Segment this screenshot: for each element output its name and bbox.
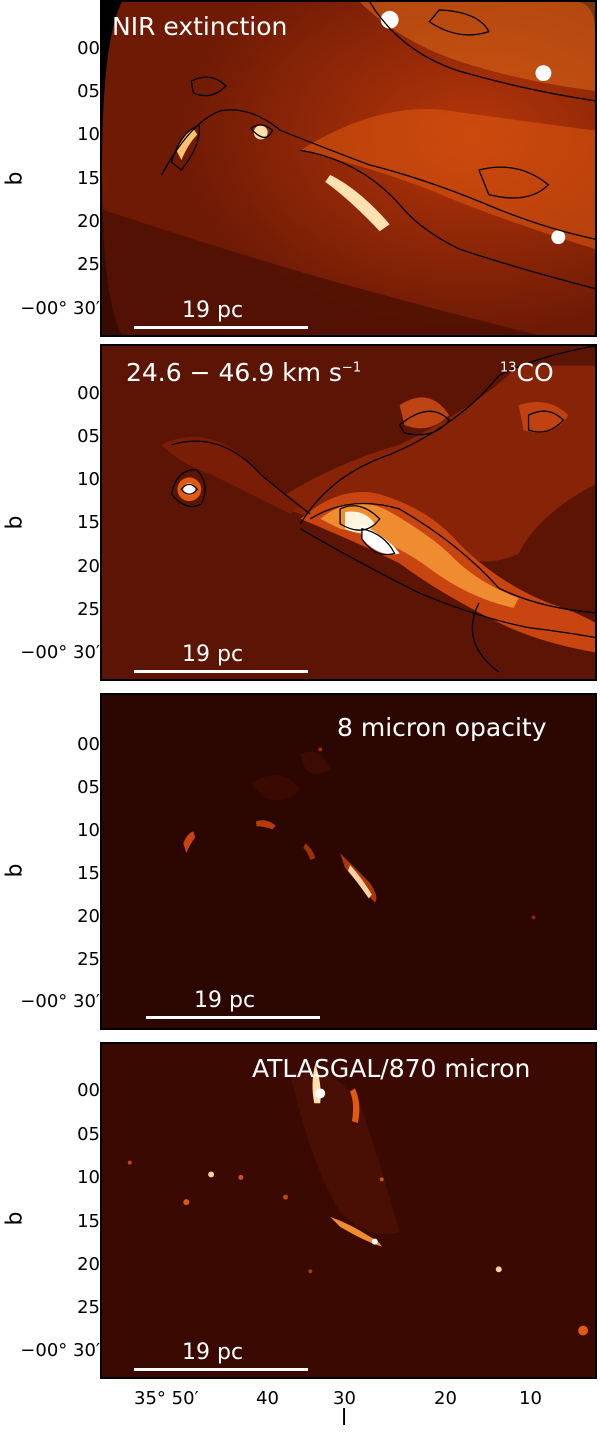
scale-label: 19 pc	[182, 1340, 244, 1365]
nir-extinction-map	[102, 2, 595, 335]
y-tick: 05	[77, 777, 100, 798]
13co-map	[102, 346, 595, 679]
y-tick: 10	[77, 469, 100, 490]
panel-atlasgal: ATLASGAL/870 micron 19 pc	[100, 1042, 597, 1379]
x-tick: 20	[434, 1388, 457, 1409]
scale-bar	[146, 1016, 320, 1019]
y-tick: 10	[77, 1167, 100, 1188]
y-tick: 25	[77, 1297, 100, 1318]
panel-title-velocity: 24.6 − 46.9 km s−1	[126, 358, 361, 387]
y-tick: 00	[77, 38, 100, 59]
y-tick: 15	[77, 512, 100, 533]
y-axis-label: b	[2, 1211, 28, 1226]
panel-13co: 24.6 − 46.9 km s−1 13CO 19 pc	[100, 344, 597, 681]
panel-title: ATLASGAL/870 micron	[252, 1054, 531, 1083]
y-tick: −00° 30′	[20, 991, 100, 1012]
y-tick: 15	[77, 1211, 100, 1232]
y-tick: 10	[77, 820, 100, 841]
y-axis-label: b	[2, 171, 28, 186]
scale-bar	[134, 326, 308, 329]
y-tick: −00° 30′	[20, 642, 100, 663]
y-tick: 15	[77, 863, 100, 884]
velocity-range: 24.6 − 46.9 km s	[126, 358, 342, 387]
y-tick: 05	[77, 426, 100, 447]
velocity-unit-exponent: −1	[341, 360, 362, 376]
scale-label: 19 pc	[182, 298, 244, 323]
x-tick: 10	[519, 1388, 542, 1409]
panel-title-molecule: 13CO	[500, 358, 554, 387]
molecule-name: CO	[516, 358, 554, 387]
8-micron-map	[102, 695, 595, 1028]
panel-title: NIR extinction	[112, 12, 288, 41]
scale-label: 19 pc	[194, 988, 256, 1013]
y-tick: 00	[77, 383, 100, 404]
y-tick: 05	[77, 1124, 100, 1145]
y-axis-label: b	[2, 515, 28, 530]
y-tick: 20	[77, 556, 100, 577]
isotope-mass: 13	[500, 360, 517, 376]
panel-8-micron: 8 micron opacity 19 pc	[100, 693, 597, 1030]
x-tick: 30	[333, 1388, 356, 1409]
y-axis-label: b	[2, 863, 28, 878]
panel-title: 8 micron opacity	[337, 713, 547, 742]
y-tick: 20	[77, 211, 100, 232]
y-tick: 20	[77, 1254, 100, 1275]
y-tick: 00	[77, 734, 100, 755]
y-tick: 25	[77, 599, 100, 620]
panel-nir-extinction: NIR extinction 19 pc	[100, 0, 597, 337]
y-tick: 05	[77, 81, 100, 102]
x-tick: 35° 50′	[134, 1388, 199, 1409]
y-tick: 25	[77, 254, 100, 275]
atlasgal-map	[102, 1044, 595, 1377]
x-axis-label: l	[341, 1406, 348, 1431]
y-tick: −00° 30′	[20, 298, 100, 319]
y-tick: 10	[77, 124, 100, 145]
y-tick: 20	[77, 906, 100, 927]
scale-label: 19 pc	[182, 642, 244, 667]
y-tick: −00° 30′	[20, 1340, 100, 1361]
scale-bar	[134, 1368, 308, 1371]
x-tick: 40	[256, 1388, 279, 1409]
scale-bar	[134, 670, 308, 673]
y-tick: 15	[77, 168, 100, 189]
y-tick: 00	[77, 1080, 100, 1101]
y-tick: 25	[77, 949, 100, 970]
